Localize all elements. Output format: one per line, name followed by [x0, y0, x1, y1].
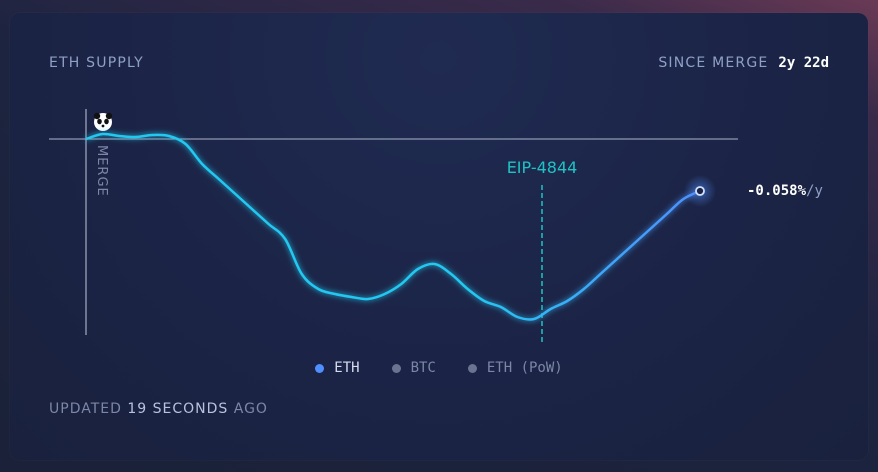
legend-label-btc: BTC [410, 360, 436, 376]
supply-rate: -0.058%/y [747, 183, 823, 199]
eth-series-line [85, 132, 701, 321]
since-merge-value: 2y 22d [778, 55, 829, 71]
chart-legend: ETH BTC ETH (PoW) [10, 360, 868, 376]
updated-count: 19 SECONDS [127, 401, 229, 417]
panda-icon [93, 112, 113, 131]
supply-chart: MERGE EIP-4844 [49, 109, 738, 343]
legend-dot-eth [315, 363, 325, 373]
legend-label-eth-pow: ETH (PoW) [486, 360, 563, 376]
rate-unit: /y [806, 183, 823, 199]
updated-status: UPDATED 19 SECONDS AGO [49, 401, 268, 417]
updated-suffix: AGO [233, 401, 268, 417]
legend-item-eth[interactable]: ETH [315, 360, 360, 376]
updated-prefix: UPDATED [49, 401, 122, 417]
legend-label-eth: ETH [334, 360, 360, 376]
legend-dot-eth-pow [467, 363, 477, 373]
merge-label: MERGE [94, 145, 109, 197]
chart-title: ETH SUPPLY [49, 55, 144, 71]
ring-dot-icon[interactable] [695, 186, 705, 196]
legend-item-eth-pow[interactable]: ETH (PoW) [467, 360, 563, 376]
supply-card: ETH SUPPLY SINCE MERGE 2y 22d MERGE [10, 13, 868, 460]
legend-item-btc[interactable]: BTC [391, 360, 436, 376]
since-merge: SINCE MERGE 2y 22d [658, 55, 829, 71]
since-merge-label: SINCE MERGE [658, 55, 769, 71]
eip-4844-label: EIP-4844 [507, 158, 578, 177]
legend-dot-btc [391, 363, 401, 373]
rate-value: -0.058% [747, 183, 807, 199]
